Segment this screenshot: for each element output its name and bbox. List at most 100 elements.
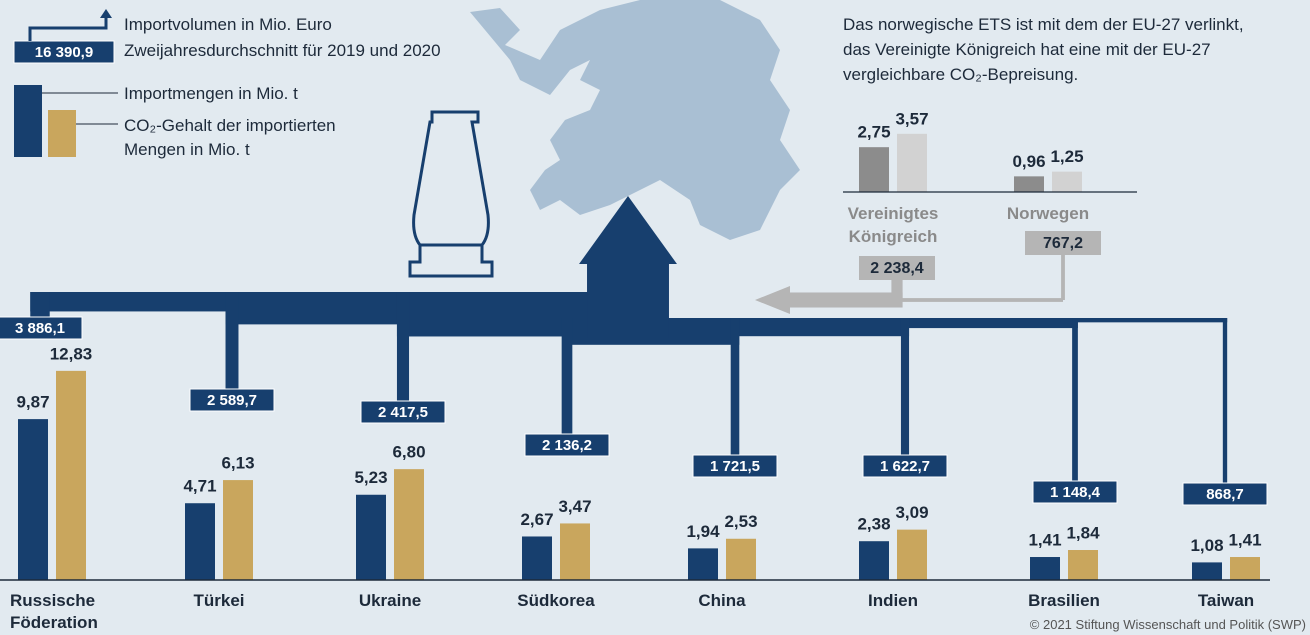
- bar: [897, 529, 927, 580]
- bar-value-label: 1,84: [1066, 523, 1100, 542]
- legend-volume-box: [13, 40, 115, 64]
- category-label: Taiwan: [1197, 591, 1255, 610]
- legend-volume-arrow: [28, 18, 108, 41]
- volume-label: 2 238,4: [870, 260, 923, 277]
- flow-trunk: [800, 298, 1063, 302]
- bar-value-label: 3,57: [895, 109, 928, 128]
- bar-value-label: 9,87: [16, 393, 49, 412]
- source: © 2021 Stiftung Wissenschaft und Politik…: [1029, 617, 1306, 632]
- category-label: Russische Föderation: [10, 591, 98, 632]
- bar-value-label: 2,75: [857, 123, 890, 142]
- bar-value-label: 4,71: [183, 477, 216, 496]
- flow-branch: [730, 318, 740, 466]
- volume-label-box: [360, 400, 446, 424]
- volume-label: 1 148,4: [1050, 484, 1101, 501]
- flow-arrow-head: [755, 286, 790, 314]
- category-label: Türkei: [193, 591, 245, 610]
- legend-swatch: [48, 110, 76, 157]
- volume-label: 767,2: [1043, 235, 1083, 252]
- flow-branch: [900, 318, 910, 466]
- bar: [726, 538, 756, 580]
- cement-kiln-icon: [408, 110, 494, 278]
- volume-label: 2 417,5: [378, 404, 428, 421]
- volume-label: 1 622,7: [880, 458, 930, 475]
- bar-value-label: 1,41: [1028, 531, 1061, 550]
- bar-value-label: 6,13: [221, 454, 254, 473]
- bar: [859, 147, 889, 192]
- bar: [56, 370, 86, 580]
- flow-arrow-head: [579, 196, 677, 264]
- flow-trunk: [1075, 318, 1228, 323]
- volume-label: 1 721,5: [710, 458, 760, 475]
- volume-label: 3 886,1: [15, 320, 65, 337]
- volume-label-box: [189, 388, 275, 412]
- flow-trunk: [790, 292, 903, 308]
- bar-value-label: 3,47: [558, 497, 591, 516]
- legend-volume-text: Importvolumen in Mio. Euro Zweijahresdur…: [124, 15, 441, 60]
- bar-value-label: 1,41: [1228, 531, 1261, 550]
- bar-value-label: 1,08: [1190, 536, 1223, 555]
- bar: [1192, 562, 1222, 580]
- note: Das norwegische ETS ist mit dem der EU-2…: [843, 15, 1244, 84]
- bar: [522, 536, 552, 580]
- volume-label: 2 589,7: [207, 392, 257, 409]
- flow-trunk: [735, 318, 910, 337]
- bar-value-label: 6,80: [392, 443, 425, 462]
- category-label: Ukraine: [358, 591, 422, 610]
- flow-branch: [561, 318, 573, 445]
- bar-value-label: 2,38: [857, 515, 890, 534]
- bar-value-label: 1,25: [1050, 147, 1083, 166]
- bar: [185, 503, 215, 580]
- bar: [1068, 550, 1098, 580]
- bar: [688, 548, 718, 580]
- volume-label-box: [859, 256, 935, 280]
- volume-label-box: [862, 454, 948, 478]
- bar: [1014, 176, 1044, 192]
- bar: [1052, 171, 1082, 192]
- volume-label-box: [524, 433, 610, 457]
- bar: [1230, 557, 1260, 580]
- flow-branch: [891, 268, 903, 300]
- bar: [394, 469, 424, 580]
- volume-label-box: [1025, 231, 1101, 255]
- bar: [1030, 557, 1060, 580]
- flow-trunk: [30, 292, 233, 312]
- bar-value-label: 2,67: [520, 510, 553, 529]
- category-label: Vereinigtes Königreich: [847, 204, 939, 246]
- bar-value-label: 3,09: [895, 503, 928, 522]
- flow-branch: [1222, 318, 1228, 494]
- bar-value-label: 2,53: [724, 512, 757, 531]
- flow-branch: [225, 292, 239, 400]
- flow-arrow-shaft: [587, 262, 669, 338]
- volume-label: 2 136,2: [542, 437, 592, 454]
- flow-branch: [1072, 318, 1078, 492]
- bar-value-label: 1,94: [686, 522, 720, 541]
- flow-branch: [1061, 243, 1065, 300]
- flow-trunk: [905, 318, 1078, 329]
- bar: [560, 523, 590, 580]
- volume-label-box: [1182, 482, 1268, 506]
- volume-label-box: [692, 454, 778, 478]
- legend-text: Importmengen in Mio. t: [124, 84, 298, 103]
- category-label: Brasilien: [1028, 591, 1100, 610]
- flow-branch: [396, 292, 410, 412]
- legend-swatch: [14, 85, 42, 157]
- bar: [223, 480, 253, 580]
- bar: [356, 494, 386, 580]
- volume-label-box: [1032, 480, 1118, 504]
- bar-value-label: 12,83: [50, 344, 93, 363]
- bar-value-label: 0,96: [1012, 152, 1045, 171]
- legend-volume-arrowhead: [100, 9, 112, 18]
- volume-label: 868,7: [1206, 486, 1244, 503]
- bar: [897, 133, 927, 192]
- category-label: Südkorea: [517, 591, 595, 610]
- legend-text: CO₂-Gehalt der importierten Mengen in Mi…: [124, 116, 336, 159]
- category-label: Indien: [867, 591, 919, 610]
- bar: [18, 419, 48, 580]
- category-label: Norwegen: [1006, 204, 1090, 223]
- volume-label-box: [0, 316, 83, 340]
- europe-map: [470, 0, 800, 240]
- legend-volume-total: 16 390,9: [35, 44, 93, 61]
